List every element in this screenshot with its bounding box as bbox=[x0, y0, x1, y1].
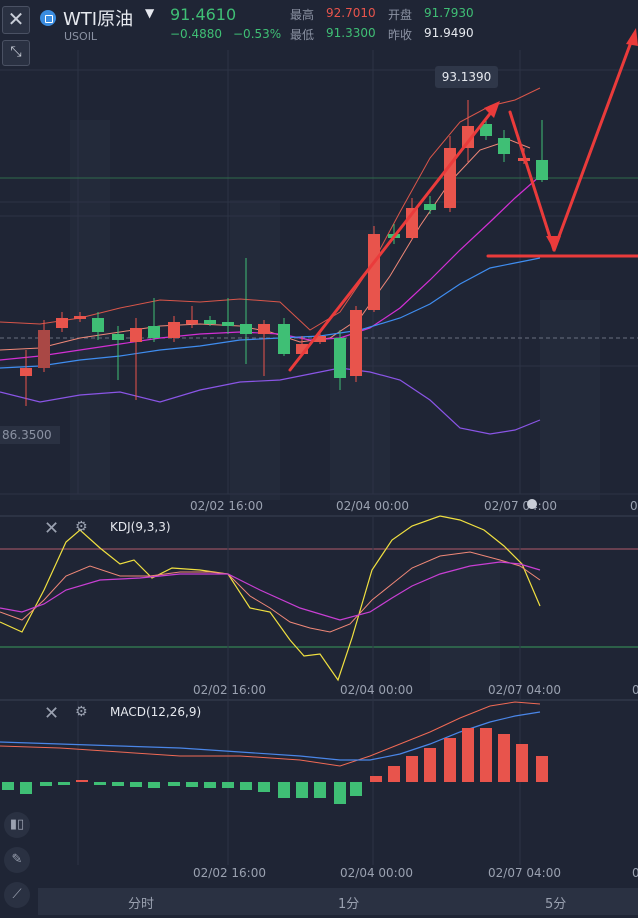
time-label-edge: 0 bbox=[630, 499, 638, 513]
line-tool-button[interactable]: ⟋ bbox=[4, 882, 30, 908]
time-label: 02/02 16:00 bbox=[190, 499, 263, 513]
line-tool-icon: ⟋ bbox=[12, 887, 22, 902]
pen-tool-button[interactable]: ✎ bbox=[4, 847, 30, 873]
time-label: 02/04 00:00 bbox=[340, 683, 413, 697]
crosshair-dot[interactable] bbox=[527, 499, 537, 509]
symbol-dropdown-icon[interactable]: ▼ bbox=[145, 6, 155, 20]
kdj-gear-icon[interactable]: ⚙ bbox=[75, 519, 88, 535]
time-label-edge: 0 bbox=[632, 866, 638, 880]
expand-button[interactable]: ⤡ bbox=[2, 40, 30, 66]
time-label: 02/07 04:00 bbox=[484, 499, 557, 513]
max-price-bubble: 93.1390 bbox=[435, 66, 498, 88]
time-label: 02/07 04:00 bbox=[488, 866, 561, 880]
open-value: 91.7930 bbox=[424, 6, 474, 20]
prev-close-label: 昨收 bbox=[388, 28, 413, 42]
macd-gear-icon[interactable]: ⚙ bbox=[75, 704, 88, 720]
prev-close-value: 91.9490 bbox=[424, 26, 474, 40]
kdj-close-icon[interactable]: ✕ bbox=[44, 518, 60, 539]
high-label: 最高 bbox=[290, 8, 315, 22]
macd-close-icon[interactable]: ✕ bbox=[44, 703, 60, 724]
symbol-code: USOIL bbox=[64, 30, 98, 43]
period-tab-bar bbox=[38, 888, 638, 915]
shrink-arrows-icon: ⤡ bbox=[10, 44, 22, 60]
time-label: 02/07 04:00 bbox=[488, 683, 561, 697]
high-value: 92.7010 bbox=[326, 6, 376, 20]
close-button[interactable]: ✕ bbox=[2, 6, 30, 34]
time-label: 02/04 00:00 bbox=[336, 499, 409, 513]
tab-5min[interactable]: 5分 bbox=[545, 897, 567, 912]
macd-title: MACD(12,26,9) bbox=[110, 705, 202, 719]
price-change-pct: −0.53% bbox=[233, 27, 282, 41]
pen-icon: ✎ bbox=[11, 852, 23, 867]
candles-icon: ▮▯ bbox=[9, 817, 25, 832]
time-label: 02/04 00:00 bbox=[340, 866, 413, 880]
symbol-logo-icon bbox=[40, 10, 56, 26]
tab-intraday[interactable]: 分时 bbox=[128, 897, 155, 912]
time-label-edge: 0 bbox=[632, 683, 638, 697]
low-value: 91.3300 bbox=[326, 26, 376, 40]
min-price-tag: 86.3500 bbox=[0, 426, 60, 444]
price-change: −0.4880 bbox=[170, 27, 223, 41]
low-label: 最低 bbox=[290, 28, 315, 42]
open-label: 开盘 bbox=[388, 8, 413, 22]
symbol-name[interactable]: WTI原油 bbox=[63, 9, 134, 30]
kdj-title: KDJ(9,3,3) bbox=[110, 520, 171, 534]
candles-tool-button[interactable]: ▮▯ bbox=[4, 812, 30, 838]
time-label: 02/02 16:00 bbox=[193, 683, 266, 697]
last-price: 91.4610 bbox=[170, 5, 237, 24]
close-icon: ✕ bbox=[7, 7, 25, 31]
tab-1min[interactable]: 1分 bbox=[338, 897, 360, 912]
time-label: 02/02 16:00 bbox=[193, 866, 266, 880]
